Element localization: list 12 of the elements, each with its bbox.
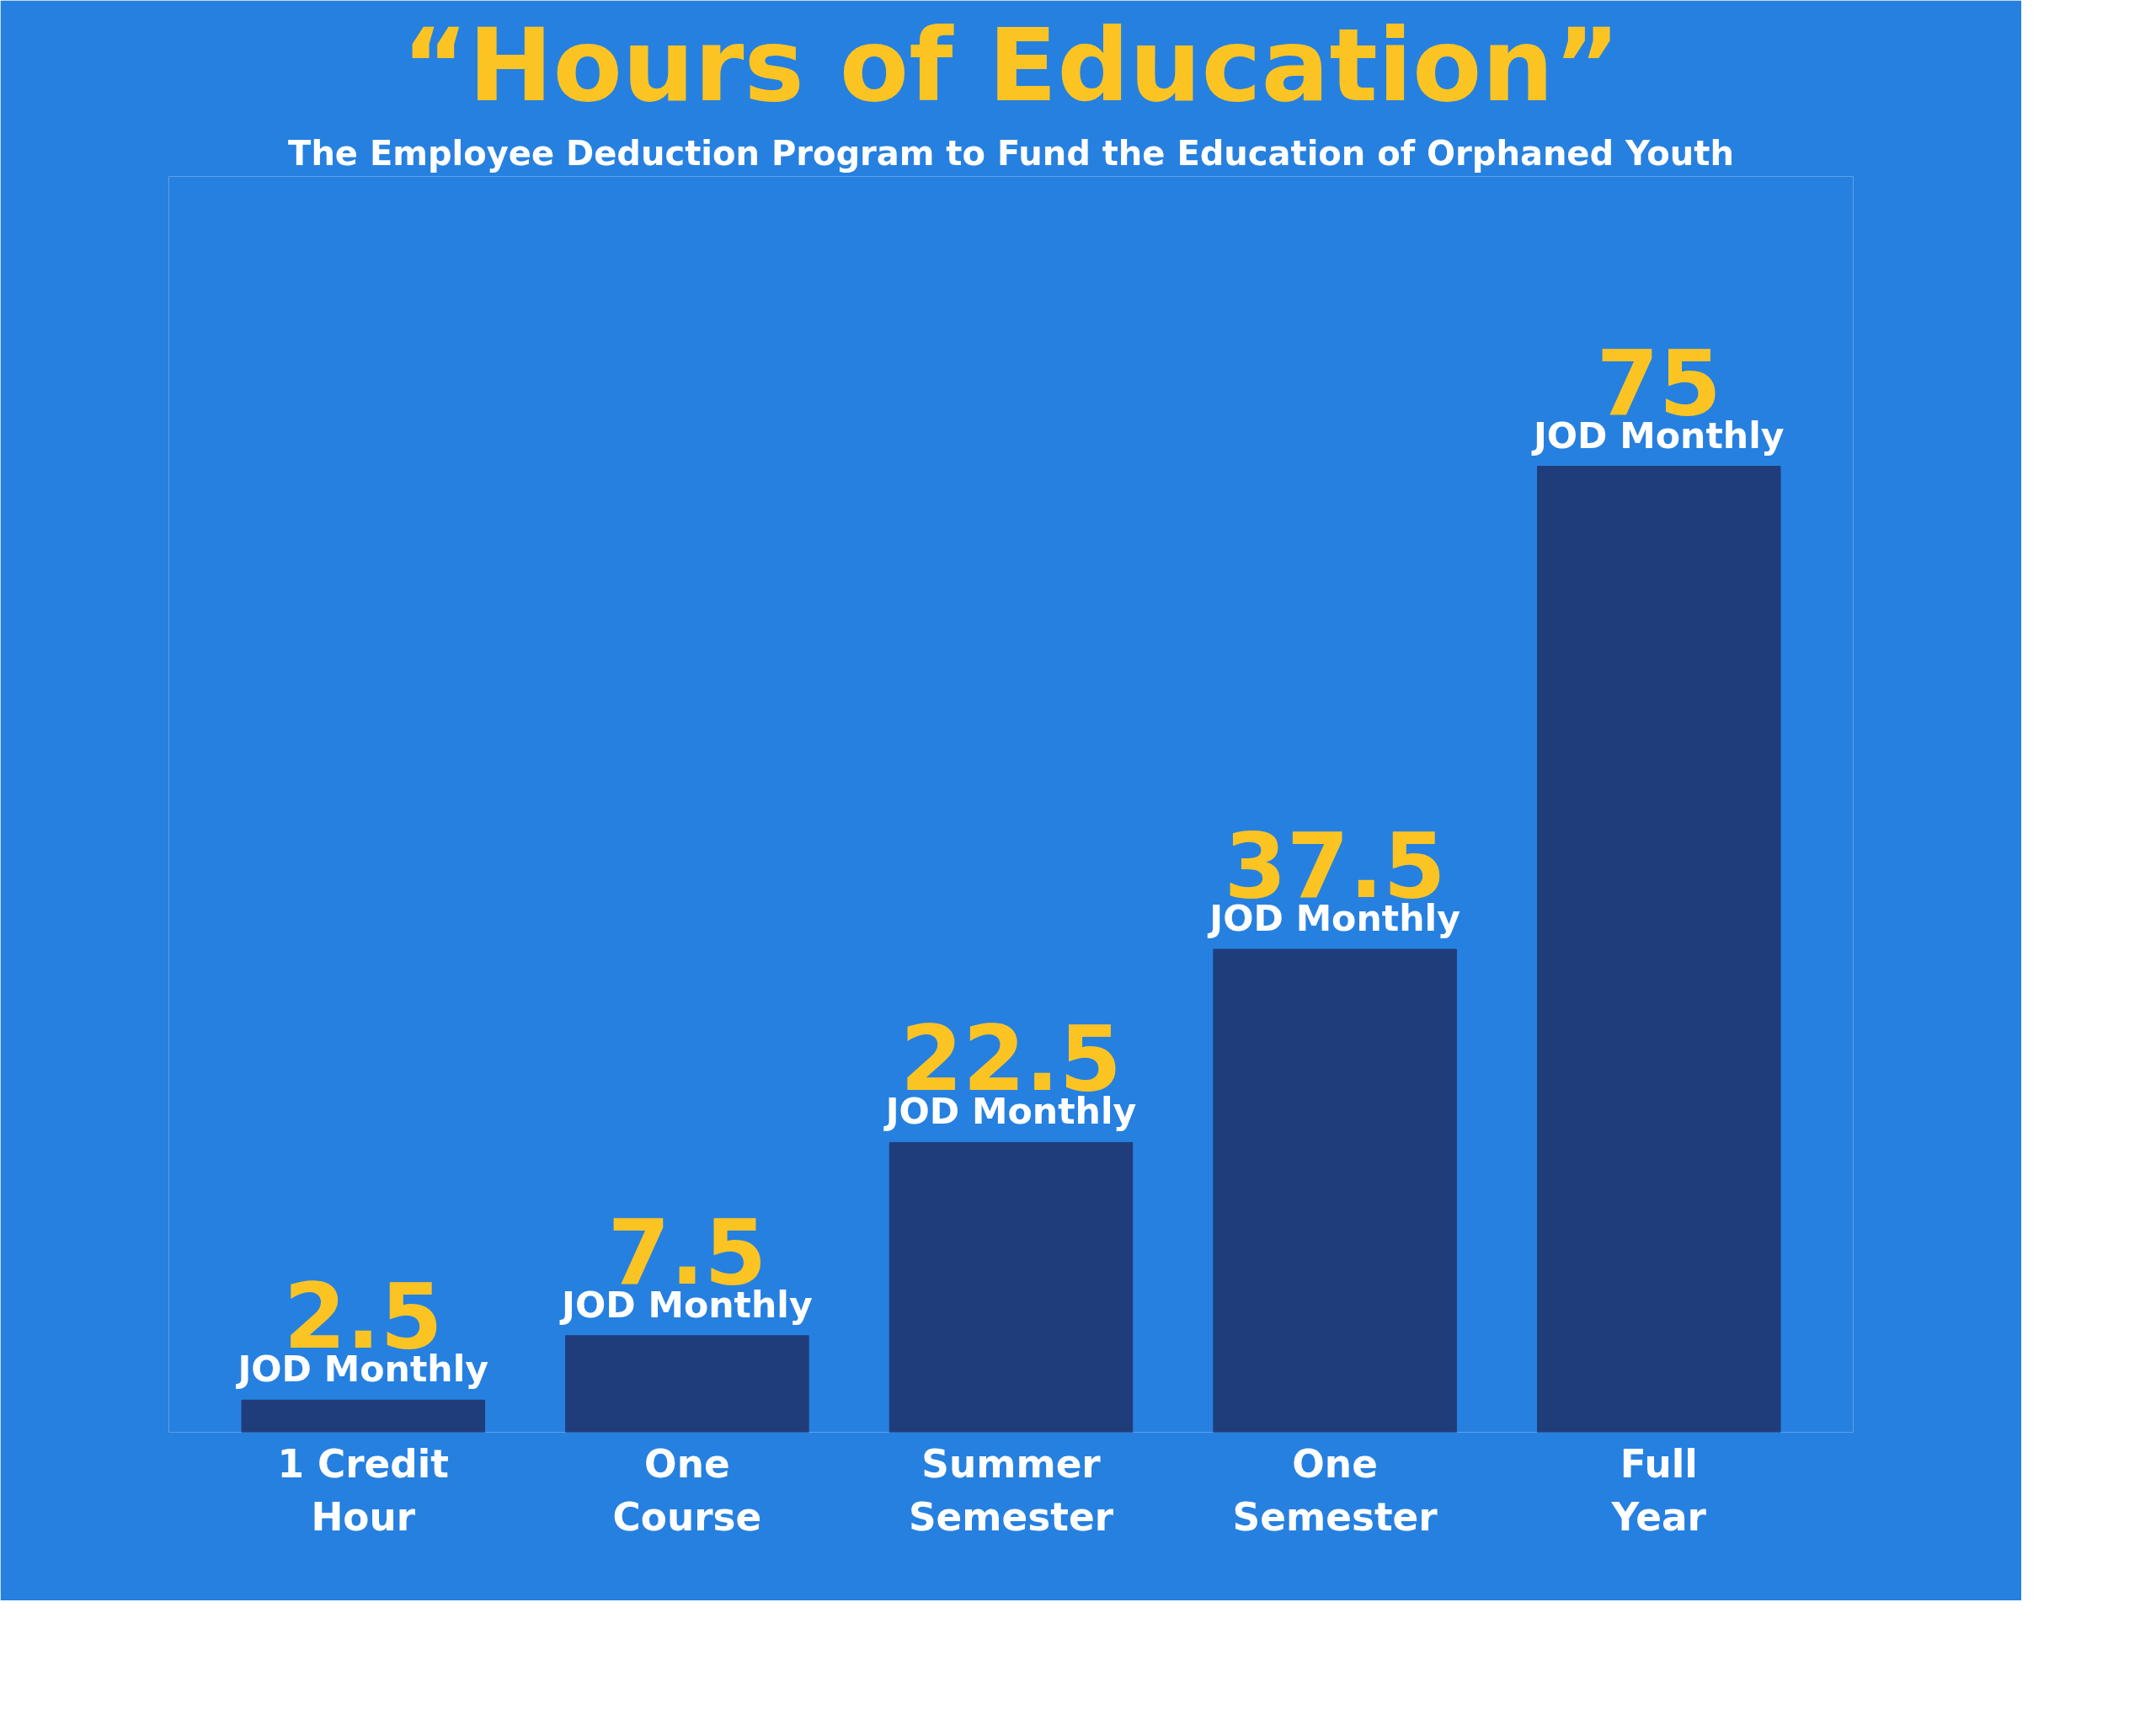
bar	[1537, 466, 1781, 1433]
x-tick-label: One Course	[612, 1441, 762, 1541]
bar	[1213, 948, 1457, 1433]
x-tick-label: Summer Semester	[908, 1441, 1114, 1541]
chart-subtitle: The Employee Deduction Program to Fund the Education of Orphaned Youth	[288, 133, 1734, 173]
x-tick-label: Full Year	[1610, 1441, 1707, 1541]
chart-title: “Hours of Education”	[402, 6, 1620, 124]
x-tick-label: 1 Credit Hour	[277, 1441, 449, 1541]
bar	[889, 1141, 1134, 1433]
bar	[241, 1399, 485, 1433]
x-tick-label: One Semester	[1232, 1441, 1438, 1541]
bar	[565, 1335, 809, 1433]
